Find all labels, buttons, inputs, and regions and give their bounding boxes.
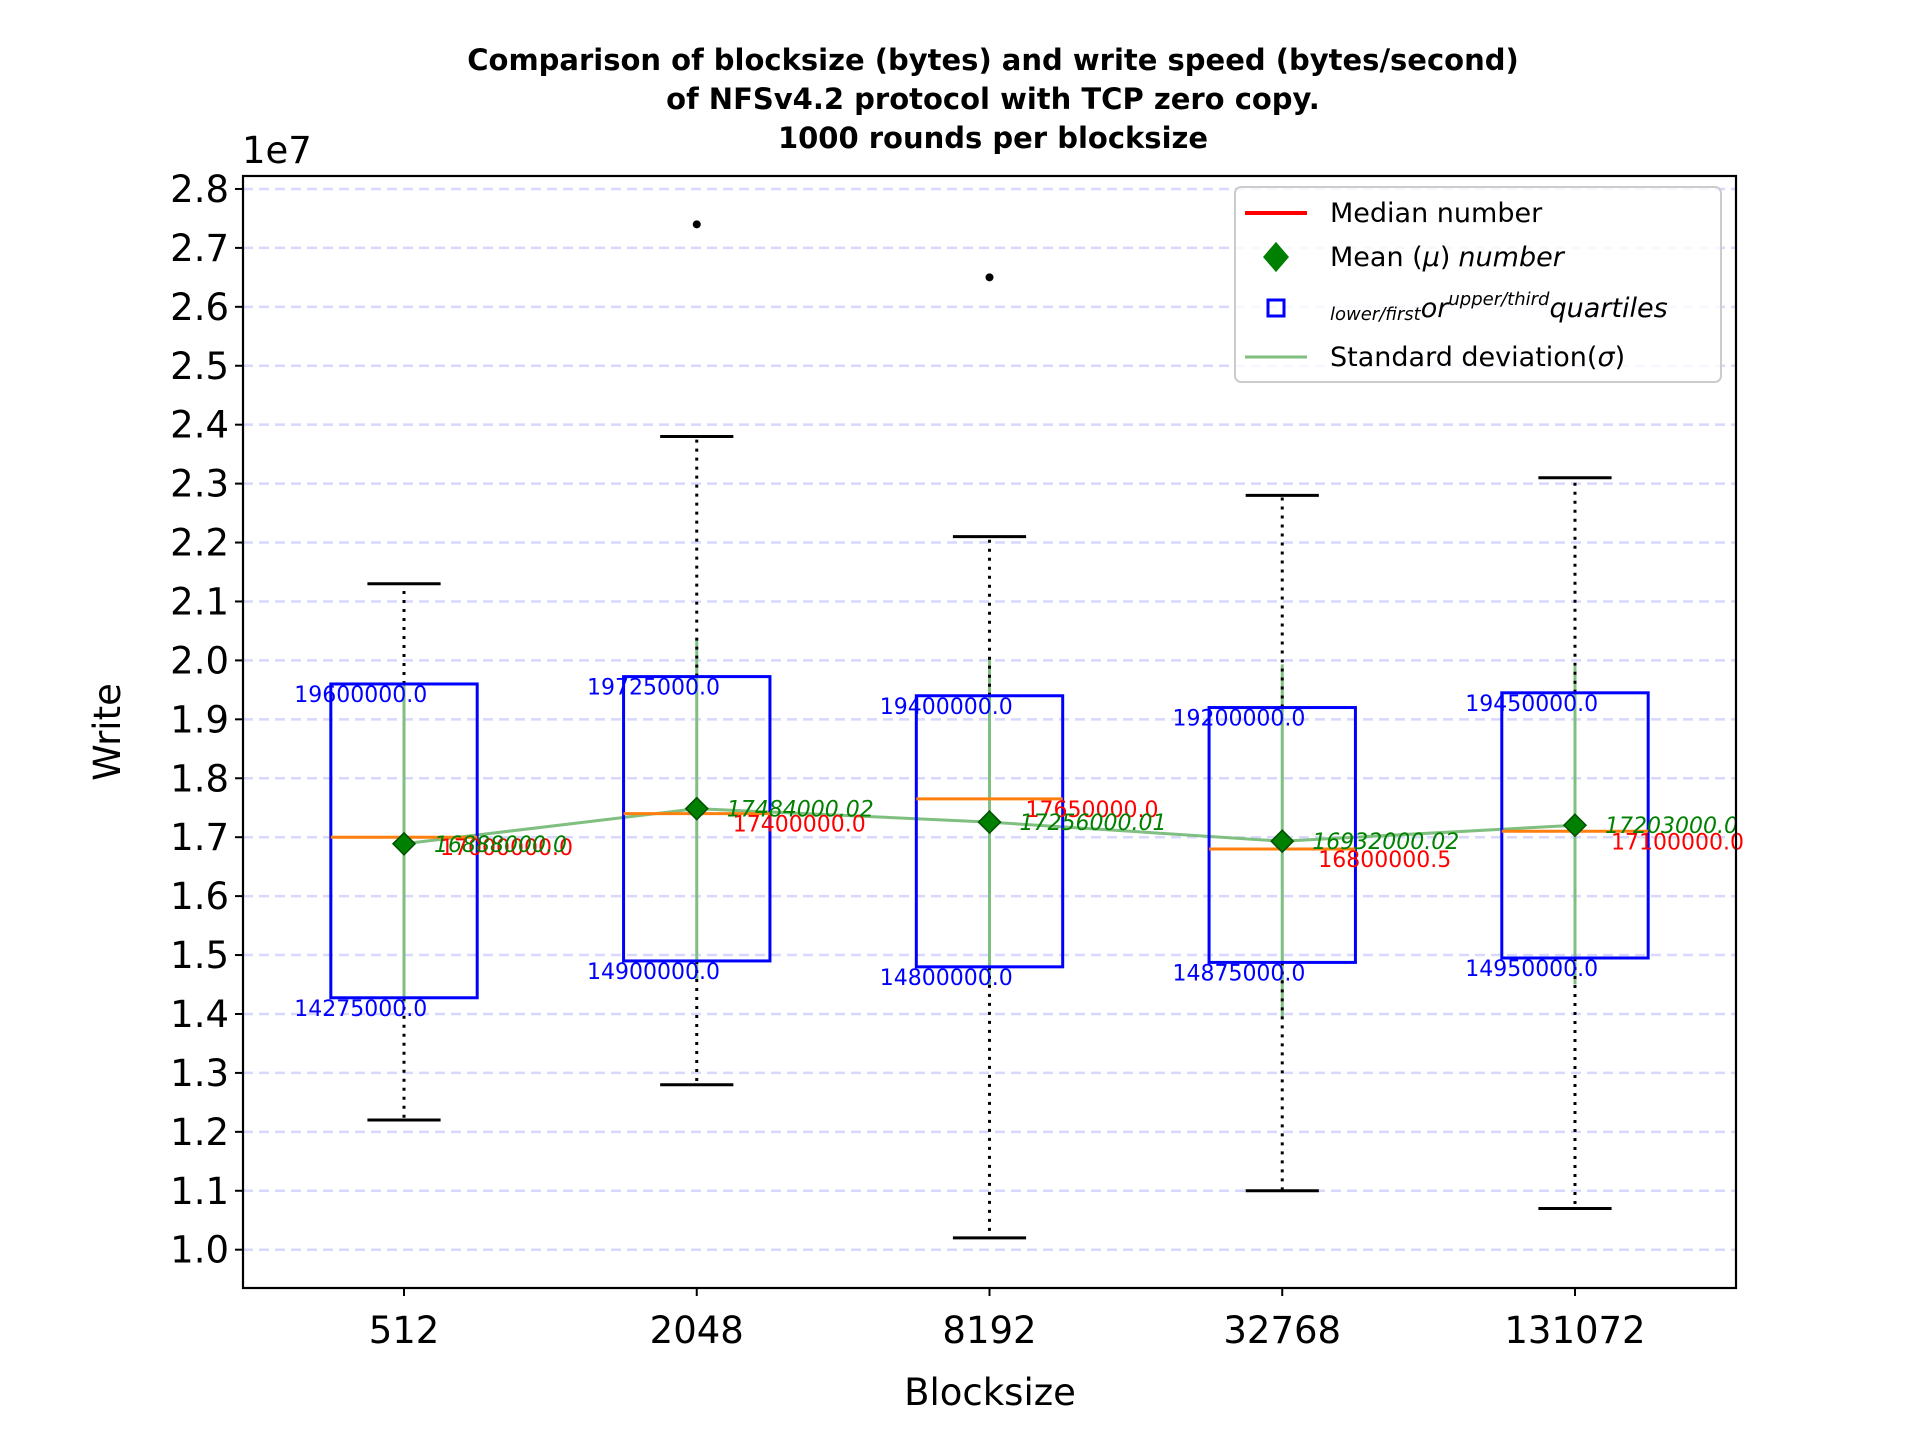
legend-quartile-word: quartiles bbox=[1549, 293, 1667, 324]
median-value-label: 17400000.0 bbox=[733, 813, 866, 838]
mean-marker bbox=[1270, 829, 1295, 854]
y-axis-ticks: 1.0 1.1 1.2 1.3 1.4 1.5 1.6 1.7 1.8 1.9 2.0 2.1 2.2 2… bbox=[170, 168, 243, 1272]
iqr-box bbox=[914, 694, 1065, 969]
y-tick-label: 2.0 bbox=[170, 639, 229, 682]
median-value-label: 17100000.0 bbox=[1611, 830, 1744, 855]
y-tick-label: 1.3 bbox=[170, 1052, 229, 1095]
legend-mean-mu: μ bbox=[1422, 242, 1440, 273]
mean-value-label: 16888000.0 bbox=[434, 833, 567, 858]
chart-title-line-3: 1000 rounds per blocksize bbox=[778, 121, 1208, 155]
mean-value-label: 17484000.02 bbox=[727, 798, 874, 823]
x-tick-label: 131072 bbox=[1504, 1309, 1645, 1352]
q1-label: 14950000.0 bbox=[1465, 957, 1598, 982]
y-tick-label: 2.7 bbox=[170, 227, 229, 270]
q3-label: 19200000.0 bbox=[1172, 707, 1305, 732]
y-tick-label: 2.4 bbox=[170, 404, 229, 447]
legend-quartile-sub: lower/first bbox=[1330, 304, 1422, 325]
chart-title-line-2: of NFSv4.2 protocol with TCP zero copy. bbox=[666, 82, 1320, 116]
mean-value-label: 17256000.01 bbox=[1020, 811, 1167, 836]
x-tick-label: 8192 bbox=[942, 1309, 1036, 1352]
q3-label: 19600000.0 bbox=[294, 683, 427, 708]
x-axis-ticks: 512 2048 8192 32768 131072 bbox=[369, 1288, 1646, 1352]
grid-lines bbox=[243, 187, 1736, 1251]
y-tick-label: 1.0 bbox=[170, 1229, 229, 1272]
mean-value-label: 16932000.02 bbox=[1312, 830, 1459, 855]
chart-title-line-1: Comparison of blocksize (bytes) and writ… bbox=[467, 43, 1519, 77]
median-value-label: 16800000.5 bbox=[1318, 848, 1451, 873]
q1-label: 14875000.0 bbox=[1172, 961, 1305, 986]
annotation-layer: 19600000.0 14275000.0 17000000.016888000.0… bbox=[294, 676, 1744, 1022]
q3-label: 19450000.0 bbox=[1465, 692, 1598, 717]
y-tick-label: 1.9 bbox=[170, 698, 229, 741]
legend-median-label: Median number bbox=[1330, 198, 1543, 229]
legend: Median number Mean (μ) number lower/first… bbox=[1234, 186, 1722, 383]
legend-std-prefix: Standard deviation( bbox=[1330, 342, 1597, 373]
iqr-box bbox=[1500, 691, 1650, 960]
x-tick-label: 512 bbox=[369, 1309, 440, 1352]
legend-quartile-or: or bbox=[1421, 293, 1451, 324]
y-tick-label: 2.8 bbox=[170, 168, 229, 211]
y-tick-label: 1.5 bbox=[170, 934, 229, 977]
outlier-point bbox=[985, 273, 994, 282]
x-tick-label: 2048 bbox=[650, 1309, 744, 1352]
y-offset-label: 1e7 bbox=[242, 129, 312, 172]
median-value-label: 17000000.0 bbox=[440, 836, 573, 861]
y-tick-label: 1.7 bbox=[170, 816, 229, 859]
y-tick-label: 1.6 bbox=[170, 875, 229, 918]
outlier-point bbox=[692, 220, 701, 229]
legend-std-sigma: σ bbox=[1597, 342, 1615, 373]
y-tick-label: 1.2 bbox=[170, 1111, 229, 1154]
legend-mean-label: Mean (μ) number bbox=[1330, 242, 1566, 273]
y-tick-label: 1.8 bbox=[170, 757, 229, 800]
q1-label: 14900000.0 bbox=[587, 960, 720, 985]
y-tick-label: 2.5 bbox=[170, 345, 229, 388]
legend-mean-prefix: Mean ( bbox=[1330, 242, 1423, 273]
iqr-box bbox=[329, 682, 479, 1000]
q3-label: 19400000.0 bbox=[880, 695, 1013, 720]
y-tick-label: 1.4 bbox=[170, 993, 229, 1036]
q1-label: 14275000.0 bbox=[294, 997, 427, 1022]
box-layer bbox=[329, 220, 1650, 1240]
x-tick-label: 32768 bbox=[1223, 1309, 1341, 1352]
mean-marker bbox=[977, 810, 1002, 835]
y-tick-label: 2.3 bbox=[170, 463, 229, 506]
iqr-box bbox=[622, 675, 772, 963]
x-axis-label: Blocksize bbox=[904, 1371, 1076, 1414]
legend-frame bbox=[1234, 186, 1722, 383]
legend-quartile-sup: upper/third bbox=[1448, 289, 1550, 310]
legend-mean-suffix: number bbox=[1458, 242, 1565, 273]
y-tick-label: 1.1 bbox=[170, 1170, 229, 1213]
y-axis-label: Write bbox=[86, 683, 129, 781]
y-tick-label: 2.2 bbox=[170, 522, 229, 565]
legend-std-label: Standard deviation(σ) bbox=[1330, 342, 1625, 373]
mean-value-label: 17203000.0 bbox=[1605, 814, 1738, 839]
y-tick-label: 2.6 bbox=[170, 286, 229, 329]
iqr-box bbox=[1207, 706, 1357, 964]
q3-label: 19725000.0 bbox=[587, 676, 720, 701]
legend-quartile-swatch bbox=[1266, 298, 1286, 318]
y-tick-label: 2.1 bbox=[170, 580, 229, 623]
legend-quartile-label: lower/firstorupper/thirdquartiles bbox=[1330, 289, 1668, 325]
median-value-label: 17650000.0 bbox=[1026, 798, 1159, 823]
legend-std-close: ) bbox=[1615, 342, 1626, 373]
mean-marker bbox=[1562, 813, 1588, 838]
legend-mean-close: ) bbox=[1440, 242, 1451, 273]
q1-label: 14800000.0 bbox=[880, 966, 1013, 991]
legend-mean-swatch bbox=[1263, 241, 1289, 273]
mean-marker bbox=[391, 831, 417, 856]
mean-marker bbox=[684, 796, 709, 821]
